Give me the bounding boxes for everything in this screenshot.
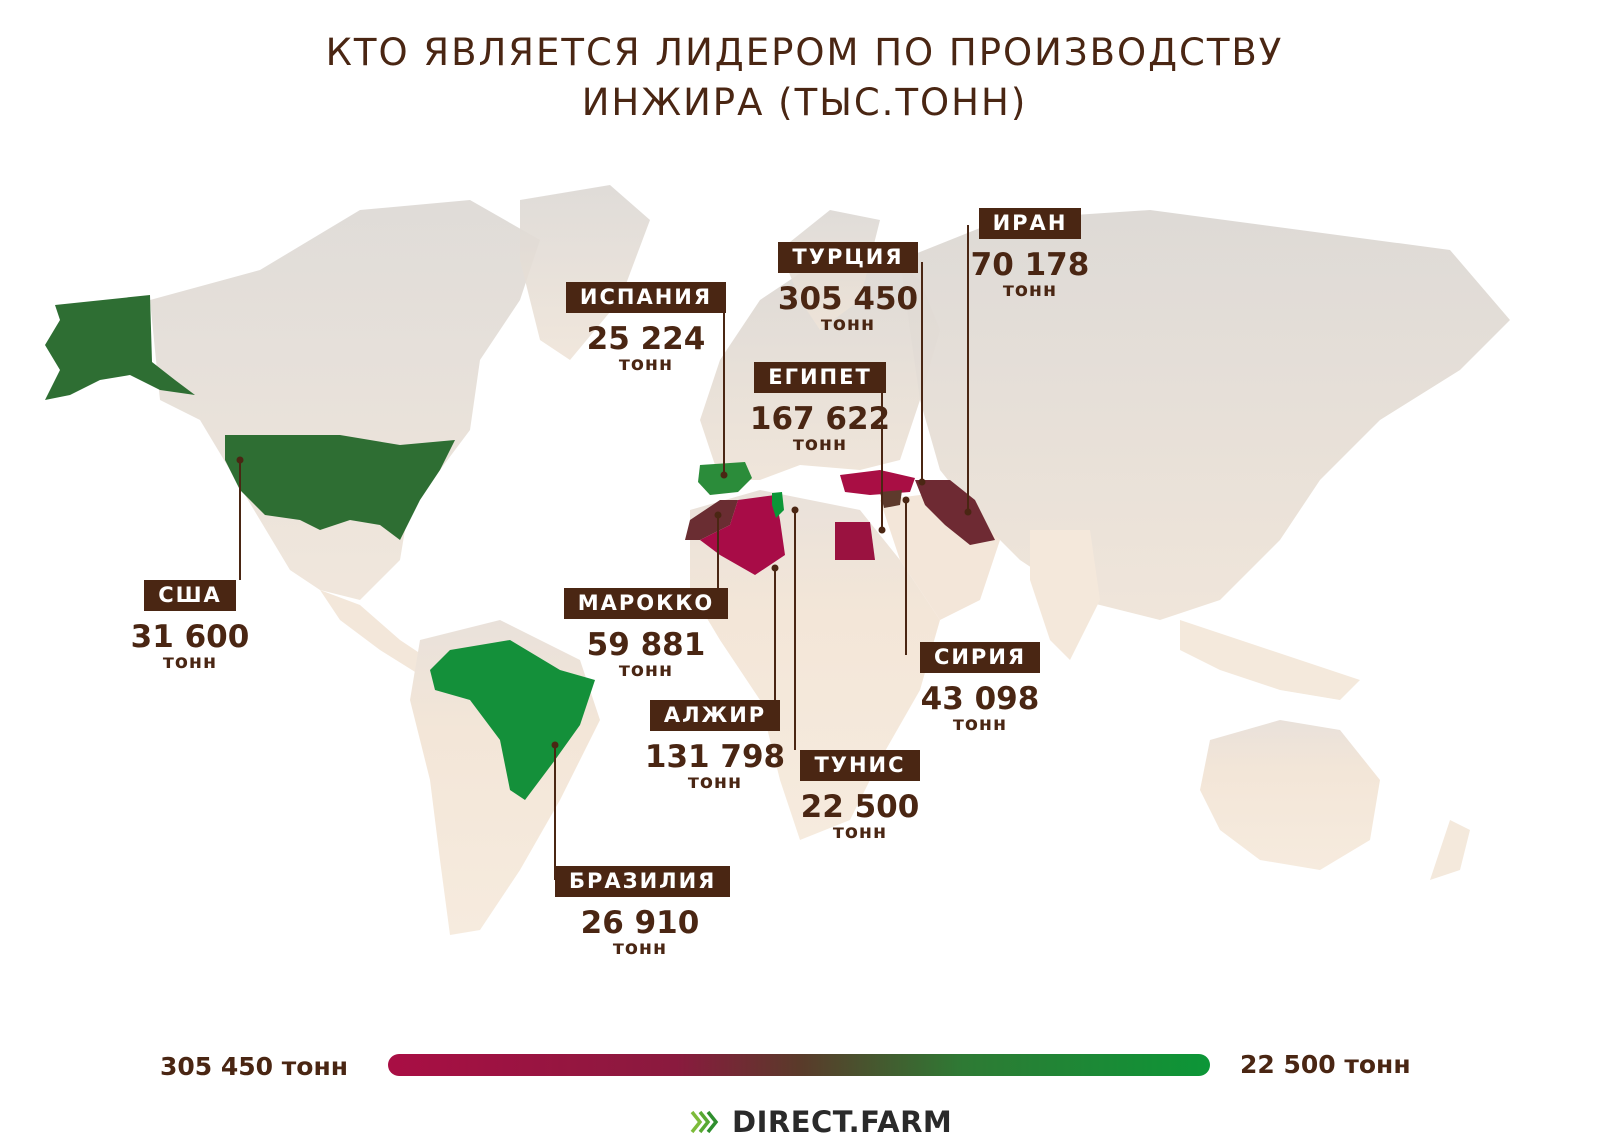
country-value: 167 622	[749, 401, 891, 437]
label-iran: ИРАН 70 178 тонн	[965, 208, 1095, 301]
leader-dot-brazil	[551, 741, 559, 749]
land-new-zealand	[1430, 820, 1470, 880]
leader-dot-morocco	[714, 511, 722, 519]
land-asia	[900, 210, 1510, 620]
country-name: СИРИЯ	[919, 642, 1041, 673]
leader-dot-tunisia	[791, 506, 799, 514]
leader-dot-iran	[964, 508, 972, 516]
country-shape-spain	[698, 462, 752, 495]
leader-dot-egypt	[878, 526, 886, 534]
legend-min-label: 22 500 тонн	[1240, 1050, 1411, 1079]
country-name: США	[144, 580, 236, 611]
label-usa: США 31 600 тонн	[120, 580, 260, 673]
leader-lines	[239, 225, 969, 880]
brand-name: DIRECT.FARM	[732, 1105, 953, 1139]
brand-logo: DIRECT.FARM	[690, 1102, 952, 1142]
legend-max-label: 305 450 тонн	[160, 1052, 348, 1081]
country-value: 22 500	[800, 789, 920, 825]
country-value: 70 178	[970, 247, 1090, 283]
country-unit: тонн	[687, 771, 743, 793]
country-unit: тонн	[162, 651, 218, 673]
country-value: 25 224	[586, 321, 706, 357]
country-value: 59 881	[586, 627, 706, 663]
country-shape-egypt	[835, 522, 875, 560]
country-shape-tunisia	[772, 492, 784, 518]
label-syria: СИРИЯ 43 098 тонн	[905, 642, 1055, 735]
leader-dot-turkey	[918, 478, 926, 486]
country-unit: тонн	[952, 713, 1008, 735]
label-tunisia: ТУНИС 22 500 тонн	[790, 750, 930, 843]
country-name: БРАЗИЛИЯ	[555, 866, 731, 897]
country-value: 31 600	[130, 619, 250, 655]
leader-dots	[236, 456, 972, 749]
leader-dot-algeria	[771, 564, 779, 572]
country-unit: тонн	[618, 353, 674, 375]
country-name: ИРАН	[978, 208, 1082, 239]
chart-title: КТО ЯВЛЯЕТСЯ ЛИДЕРОМ ПО ПРОИЗВОДСТВУ ИНЖ…	[0, 28, 1609, 128]
label-algeria: АЛЖИР 131 798 тонн	[640, 700, 790, 793]
label-turkey: ТУРЦИЯ 305 450 тонн	[768, 242, 928, 335]
leader-dot-spain	[720, 471, 728, 479]
country-unit: тонн	[618, 659, 674, 681]
country-shape-algeria	[700, 495, 785, 575]
country-shape-usa	[225, 435, 455, 540]
label-spain: ИСПАНИЯ 25 224 тонн	[560, 282, 732, 375]
legend-gradient-bar	[388, 1054, 1210, 1076]
country-name: АЛЖИР	[649, 700, 781, 731]
country-name: ЕГИПЕТ	[754, 362, 886, 393]
country-shape-syria	[880, 490, 902, 508]
country-shape-iran	[915, 480, 995, 545]
country-value: 43 098	[920, 681, 1040, 717]
land-central-america	[320, 590, 430, 675]
land-greenland	[520, 185, 650, 360]
title-line-1: КТО ЯВЛЯЕТСЯ ЛИДЕРОМ ПО ПРОИЗВОДСТВУ	[325, 31, 1284, 74]
country-unit: тонн	[1002, 279, 1058, 301]
title-line-2: ИНЖИРА (ТЫС.ТОНН)	[581, 81, 1028, 124]
chevrons-right-icon	[690, 1110, 719, 1134]
land-sea-islands	[1180, 620, 1360, 700]
leader-dot-usa	[236, 456, 244, 464]
label-brazil: БРАЗИЛИЯ 26 910 тонн	[555, 866, 731, 959]
country-value: 131 798	[644, 739, 786, 775]
highlighted-countries	[45, 295, 995, 800]
land-australia	[1200, 720, 1380, 870]
country-shape-turkey	[840, 470, 915, 495]
label-morocco: МАРОККО 59 881 тонн	[560, 588, 732, 681]
leader-dot-syria	[902, 496, 910, 504]
country-value: 26 910	[580, 905, 700, 941]
country-unit: тонн	[832, 821, 888, 843]
country-shape-brazil	[430, 640, 595, 800]
country-shape-morocco	[685, 500, 738, 540]
country-value: 305 450	[777, 281, 919, 317]
country-name: МАРОККО	[563, 588, 729, 619]
country-name: ТУРЦИЯ	[778, 242, 918, 273]
country-name: ИСПАНИЯ	[565, 282, 727, 313]
country-unit: тонн	[820, 313, 876, 335]
land-india	[1030, 530, 1100, 660]
country-unit: тонн	[612, 937, 668, 959]
country-unit: тонн	[792, 433, 848, 455]
land-north-america	[150, 200, 540, 600]
label-egypt: ЕГИПЕТ 167 622 тонн	[745, 362, 895, 455]
country-shape-alaska	[45, 295, 195, 400]
country-name: ТУНИС	[800, 750, 920, 781]
